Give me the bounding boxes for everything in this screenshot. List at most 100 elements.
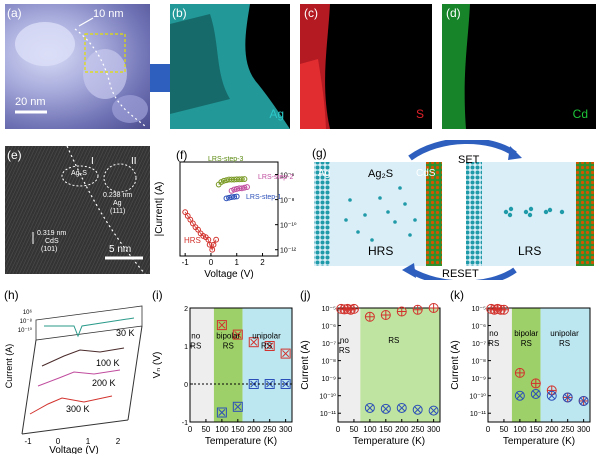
plane-2-hkl: (101): [41, 246, 58, 253]
x-tick-label: 200: [545, 425, 559, 434]
y-tick-label: 10⁻¹⁰: [319, 393, 336, 401]
plot-frame: [337, 307, 441, 423]
arrow-indicator-icon: [78, 17, 94, 27]
boundary-line: [66, 145, 146, 275]
ag-label-hrs: Ag: [318, 168, 331, 179]
x-tick-label: 0: [56, 437, 61, 446]
x-tick-label: 0: [209, 258, 214, 267]
data-point: [231, 186, 238, 193]
x-tick-label: 100: [363, 425, 377, 434]
data-point: [232, 329, 243, 340]
x-tick-label: 300: [279, 425, 293, 434]
data-point: [546, 390, 557, 401]
panel-label-f: (f): [176, 148, 188, 162]
set-label: SET: [458, 154, 480, 166]
lrs-cds-electrode: [576, 162, 594, 266]
scale-label-bottom: 20 nm: [15, 96, 46, 108]
y-axis-label: Current (A): [300, 340, 311, 389]
region-band-2: [242, 308, 292, 422]
box-left-edge: [21, 339, 37, 435]
y-tick-label: 10⁻¹²: [280, 248, 297, 255]
iv-curve-chart: -1 0 1 2 10⁻⁶ 10⁻⁸ 10⁻¹⁰ 10⁻¹² Voltage (V) |Curre…: [154, 161, 297, 280]
trace-300k: [29, 395, 113, 415]
data-point: [396, 306, 407, 317]
data-point: [238, 176, 245, 183]
element-label-cd: Cd: [572, 107, 588, 121]
region-band-0: [338, 308, 361, 422]
x-tick-label: 150: [231, 425, 245, 434]
x-tick-label: 50: [201, 425, 210, 434]
y-tick-label: 10⁻⁷: [472, 341, 486, 348]
panel-label-g: (g): [312, 146, 327, 160]
scale-label: 5 nm: [109, 244, 132, 255]
lrs-ag-electrode: [466, 162, 482, 266]
tem-overlay: [15, 17, 148, 127]
x-tick-label: 300: [427, 425, 441, 434]
plane-1-hkl: (111): [110, 208, 126, 215]
data-point: [182, 209, 189, 216]
f-label-hrs: HRS: [184, 236, 201, 245]
region-label: unipolar: [550, 329, 579, 338]
region-band-0: [488, 308, 512, 422]
x-tick-label: -1: [182, 258, 190, 267]
region-band-1: [213, 308, 243, 422]
y-tick-label: 10⁻⁵: [472, 306, 486, 313]
data-point: [498, 304, 509, 315]
y-tick-label: 10⁻⁸: [280, 198, 294, 205]
region-label: RS: [339, 346, 350, 355]
region-label: bipolar: [514, 329, 538, 338]
current-temperature-panel-k: 10⁻⁵ 10⁻⁶ 10⁻⁷ 10⁻⁸ 10⁻⁹ 10⁻¹⁰ 10⁻¹¹ 0 50 100 150 2…: [448, 286, 598, 454]
hrs-cell: [314, 162, 442, 266]
data-point: [232, 401, 243, 412]
y-tick-label: 10⁻⁸: [20, 318, 33, 325]
plot-frame: [179, 161, 279, 257]
hrtem-overlay: [32, 145, 146, 275]
panel-label-e: (e): [7, 148, 22, 162]
x-tick-label: 2: [116, 437, 121, 446]
data-point: [209, 246, 216, 253]
y-tick-label: 10⁶: [23, 309, 33, 316]
x-tick-label: 0: [336, 425, 341, 434]
data-point: [530, 388, 541, 399]
hrs-label: HRS: [368, 244, 394, 258]
cd-map-panel: (d) Cd: [442, 4, 596, 129]
region-label: RS: [261, 341, 272, 350]
region-label: RS: [521, 339, 532, 348]
data-point: [412, 404, 423, 415]
region-label: no: [191, 331, 200, 340]
y-tick-label: -1: [182, 420, 188, 427]
y-tick-label: 10⁻⁹: [322, 376, 336, 383]
data-point: [562, 392, 573, 403]
y-tick-label: 10⁻⁶: [472, 324, 486, 331]
element-label-ag: Ag: [269, 107, 284, 121]
y-tick-label: 10⁻¹⁰: [280, 222, 297, 230]
data-point: [264, 341, 275, 351]
panel-label-b: (b): [172, 6, 187, 20]
temp-iv-panel: 10⁶ 10⁻⁸ 10⁻¹⁰ 30 K 100 K 200 K 300 K -1 0 1 2 Volt…: [4, 286, 150, 456]
x-tick-label: 0: [188, 425, 193, 434]
data-point: [223, 195, 230, 202]
data-point: [396, 402, 407, 413]
data-point: [238, 185, 245, 192]
f-label-step3: LRS-step-3: [208, 156, 244, 163]
x-axis-label: Temperature (K): [503, 436, 575, 447]
data-point: [578, 395, 589, 406]
lrs-filament: [503, 206, 565, 218]
trace-100k: [41, 347, 125, 367]
data-point: [244, 184, 250, 190]
ag-signal: [170, 4, 290, 129]
temperature-label: 30 K: [116, 328, 135, 338]
ag2s-label: Ag₂S: [368, 168, 394, 180]
d-spacing-1: 0.238 nm: [103, 192, 133, 199]
panel-label-i: (i): [152, 288, 163, 302]
data-point: [514, 367, 525, 378]
data-point: [210, 241, 217, 248]
x-axis-label: Voltage (V): [49, 445, 98, 454]
x-tick-label: 250: [411, 425, 425, 434]
s-signal: [300, 4, 330, 129]
y-tick-label: 10⁻⁶: [322, 324, 336, 331]
region-label: unipolar: [252, 331, 281, 340]
data-point: [514, 390, 525, 401]
data-point: [233, 193, 240, 200]
